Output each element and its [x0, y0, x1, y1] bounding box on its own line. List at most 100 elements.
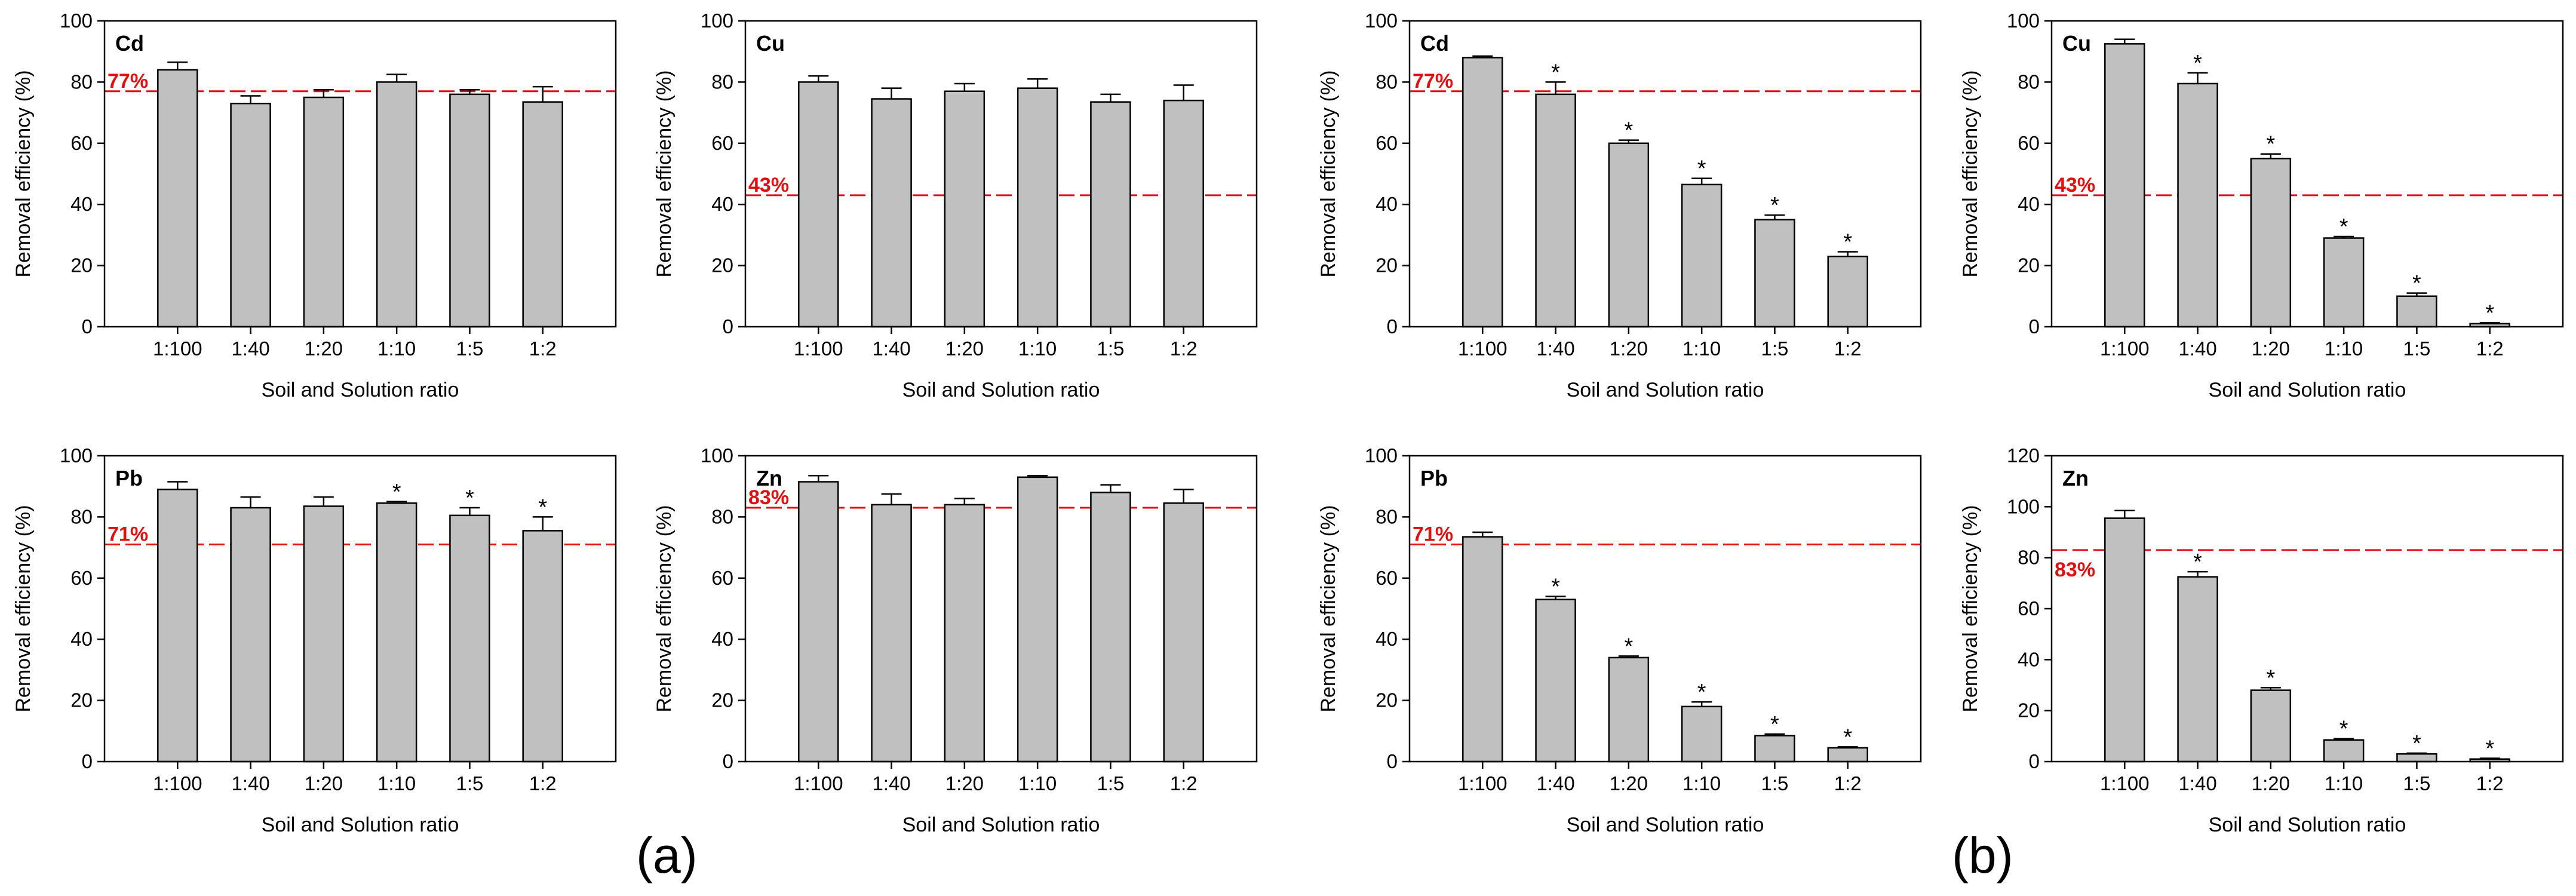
- threshold-label: 77%: [108, 70, 148, 93]
- y-tick-label: 100: [1365, 10, 1398, 32]
- y-tick-label: 100: [701, 10, 733, 32]
- y-axis-title: Removal efficiency (%): [653, 505, 676, 712]
- bar: [2323, 739, 2365, 763]
- y-axis-title: Removal efficiency (%): [1959, 70, 1982, 277]
- y-tick-label: 60: [1375, 567, 1398, 589]
- metal-label: Zn: [756, 466, 782, 490]
- y-tick-label: 0: [2029, 750, 2040, 772]
- plot-frame: [103, 20, 617, 328]
- y-tick-label: 0: [82, 750, 93, 772]
- bar: [1535, 599, 1576, 763]
- x-tick-label: 1:40: [231, 772, 269, 794]
- threshold-label: 43%: [2055, 174, 2095, 197]
- bar: [944, 504, 985, 763]
- threshold-label: 83%: [2055, 559, 2095, 581]
- metal-label: Cd: [115, 31, 144, 56]
- y-tick-label: 40: [1375, 628, 1398, 650]
- bar: [2396, 295, 2437, 328]
- x-tick-label: 1:100: [794, 772, 843, 794]
- bar: [303, 505, 345, 763]
- significance-marker: *: [1624, 634, 1633, 659]
- x-tick-label: 1:10: [377, 772, 416, 794]
- x-tick-label: 1:5: [2403, 337, 2430, 360]
- x-tick-label: 1:10: [1682, 772, 1721, 794]
- x-tick-label: 1:2: [1834, 772, 1862, 794]
- x-tick-label: 1:40: [231, 337, 269, 360]
- x-tick-label: 1:20: [305, 337, 343, 360]
- y-axis-title: Removal efficiency (%): [653, 70, 676, 277]
- bar: [303, 96, 345, 328]
- bar: [1090, 492, 1131, 763]
- threshold-label: 71%: [1413, 523, 1453, 545]
- x-tick-label: 1:40: [872, 337, 910, 360]
- x-axis-title: Soil and Solution ratio: [902, 379, 1100, 401]
- x-tick-label: 1:40: [1536, 337, 1574, 360]
- metal-label: Pb: [1420, 466, 1448, 490]
- y-tick-label: 20: [711, 689, 733, 711]
- y-tick-label: 100: [701, 444, 733, 467]
- bar: [2104, 43, 2145, 328]
- y-tick-label: 100: [60, 444, 93, 467]
- bar: [871, 504, 912, 763]
- y-tick-label: 80: [2018, 547, 2040, 569]
- y-axis-title: Removal efficiency (%): [1317, 70, 1340, 277]
- y-tick-label: 80: [1375, 505, 1398, 527]
- y-tick-label: 40: [711, 628, 733, 650]
- significance-marker: *: [538, 495, 547, 520]
- x-tick-label: 1:2: [2476, 772, 2504, 794]
- y-tick-label: 100: [60, 10, 93, 32]
- bar: [798, 481, 839, 763]
- y-axis-title: Removal efficiency (%): [1317, 505, 1340, 712]
- y-tick-label: 100: [2007, 10, 2040, 32]
- x-tick-label: 1:10: [2325, 337, 2363, 360]
- significance-marker: *: [2266, 132, 2275, 157]
- bar: [376, 81, 417, 328]
- x-axis-title: Soil and Solution ratio: [1567, 814, 1764, 836]
- significance-marker: *: [2266, 665, 2275, 691]
- bar: [230, 102, 271, 328]
- bar: [871, 98, 912, 328]
- y-tick-label: 20: [70, 254, 93, 277]
- x-tick-label: 1:20: [1610, 337, 1648, 360]
- x-tick-label: 1:100: [2100, 772, 2150, 794]
- x-tick-label: 1:5: [1761, 337, 1788, 360]
- chart-pb-b: 1:100*1:40*1:20*1:10*1:5*1:2020406080100…: [1317, 444, 1922, 836]
- chart-zn-b: 1:100*1:40*1:20*1:10*1:5*1:2020406080100…: [1959, 444, 2564, 836]
- y-tick-label: 60: [711, 132, 733, 154]
- y-tick-label: 60: [70, 567, 93, 589]
- y-tick-label: 20: [2018, 699, 2040, 722]
- x-tick-label: 1:2: [529, 337, 557, 360]
- bar: [1163, 502, 1204, 763]
- figure-label-b: (b): [1952, 827, 2013, 883]
- y-tick-label: 20: [70, 689, 93, 711]
- bar: [1827, 255, 1868, 328]
- y-tick-label: 60: [1375, 132, 1398, 154]
- significance-marker: *: [1770, 712, 1779, 737]
- x-tick-label: 1:2: [1834, 337, 1862, 360]
- x-tick-label: 1:5: [1097, 337, 1124, 360]
- significance-marker: *: [2485, 736, 2494, 761]
- y-tick-label: 40: [2018, 193, 2040, 215]
- y-tick-label: 40: [70, 628, 93, 650]
- significance-marker: *: [2193, 51, 2202, 76]
- chart-cd-a: 1:100 1:40 1:20 1:10 1:5 1:2020406080100Cd77%…: [12, 10, 617, 401]
- bar: [2177, 82, 2218, 328]
- bar: [1163, 99, 1204, 328]
- x-axis-title: Soil and Solution ratio: [902, 814, 1100, 836]
- y-tick-label: 0: [723, 315, 733, 337]
- x-tick-label: 1:20: [1610, 772, 1648, 794]
- metal-label: Pb: [115, 466, 143, 490]
- threshold-label: 43%: [748, 174, 789, 197]
- chart-pb-a: 1:100 1:40 1:20*1:10*1:5*1:2020406080100Pb…: [12, 444, 617, 836]
- metal-label: Cd: [1420, 31, 1449, 56]
- bar: [2177, 576, 2218, 763]
- significance-marker: *: [2412, 271, 2421, 296]
- x-tick-label: 1:10: [1682, 337, 1721, 360]
- significance-marker: *: [2339, 214, 2348, 240]
- x-tick-label: 1:2: [1170, 772, 1198, 794]
- y-tick-label: 40: [70, 193, 93, 215]
- threshold-label: 71%: [108, 523, 148, 545]
- significance-marker: *: [1551, 60, 1560, 85]
- threshold-label: 83%: [748, 486, 789, 509]
- chart-cu-b: 1:100*1:40*1:20*1:10*1:5*1:2020406080100…: [1959, 10, 2564, 401]
